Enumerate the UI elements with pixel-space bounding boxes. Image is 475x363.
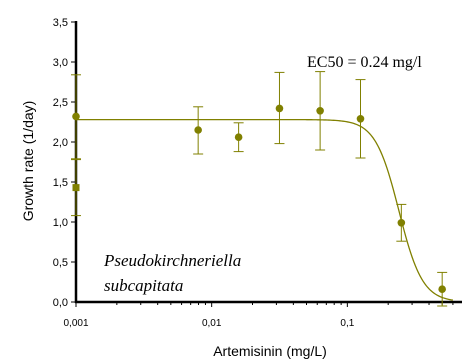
y-tick-label: 1,5: [53, 177, 68, 189]
species-name-line1: Pseudokirchneriella: [103, 251, 241, 270]
fit-curve-layer: [76, 118, 454, 301]
x-axis-title: Artemisinin (mg/L): [213, 343, 327, 359]
y-tick-label: 0,5: [53, 257, 68, 269]
data-marks: [71, 71, 448, 307]
y-tick-label: 3,0: [53, 57, 68, 69]
y-tick-label: 2,0: [53, 137, 68, 149]
axes: 0,0 0,5 1,0 1,5 2,0 2,5 3,0 3,5 0,001 0,01 0,1: [53, 17, 462, 329]
y-tick-label: 0,0: [53, 297, 68, 309]
data-point: [234, 133, 243, 141]
data-point: [194, 126, 202, 134]
ec50-annotation: EC50 = 0.24 mg/l: [307, 54, 422, 71]
y-tick-label: 2,5: [53, 97, 68, 109]
data-point: [316, 107, 324, 115]
species-name-line2: subcapitata: [104, 276, 183, 295]
x-tick-label: 0,01: [202, 318, 222, 329]
x-tick-label: 0,1: [340, 318, 354, 329]
fit-curve-line: [76, 118, 454, 301]
y-tick-label: 1,0: [53, 217, 68, 229]
data-point: [438, 285, 446, 294]
y-tick-label: 3,5: [53, 17, 68, 29]
x-tick-label: 0,001: [63, 318, 88, 329]
data-point: [397, 219, 406, 227]
data-point: [356, 115, 365, 123]
data-point: [275, 104, 284, 113]
data-point: [72, 112, 80, 121]
data-point-square: [72, 184, 80, 192]
y-axis-title: Growth rate (1/day): [20, 101, 36, 222]
